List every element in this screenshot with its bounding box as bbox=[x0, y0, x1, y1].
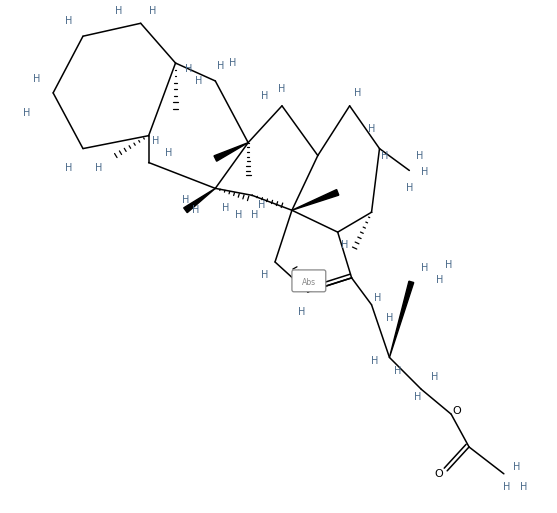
Text: H: H bbox=[314, 270, 321, 280]
Text: H: H bbox=[520, 482, 527, 492]
Text: H: H bbox=[394, 366, 401, 377]
Text: H: H bbox=[298, 307, 306, 317]
Text: O: O bbox=[435, 469, 443, 479]
Text: H: H bbox=[386, 312, 393, 323]
Text: H: H bbox=[381, 150, 388, 161]
Text: H: H bbox=[251, 210, 259, 220]
Polygon shape bbox=[214, 143, 248, 161]
Text: Abs: Abs bbox=[302, 279, 316, 287]
Text: H: H bbox=[228, 58, 236, 68]
Text: H: H bbox=[23, 108, 30, 118]
Text: H: H bbox=[374, 293, 381, 303]
Text: H: H bbox=[261, 270, 269, 280]
Text: H: H bbox=[261, 91, 269, 101]
Text: H: H bbox=[185, 64, 192, 74]
Text: H: H bbox=[192, 205, 199, 215]
Text: H: H bbox=[368, 124, 375, 134]
Polygon shape bbox=[184, 188, 216, 213]
Text: H: H bbox=[258, 200, 266, 210]
Polygon shape bbox=[292, 190, 339, 210]
Text: H: H bbox=[354, 88, 361, 98]
Text: H: H bbox=[234, 210, 242, 220]
Text: H: H bbox=[431, 372, 438, 382]
Text: H: H bbox=[371, 357, 378, 366]
Text: H: H bbox=[217, 61, 224, 71]
Text: H: H bbox=[513, 462, 520, 472]
Text: H: H bbox=[436, 275, 443, 285]
Text: H: H bbox=[222, 203, 229, 213]
Text: O: O bbox=[453, 406, 462, 416]
Text: H: H bbox=[341, 240, 348, 250]
Text: H: H bbox=[149, 6, 157, 16]
Text: H: H bbox=[32, 74, 40, 84]
Text: H: H bbox=[421, 167, 428, 177]
Polygon shape bbox=[389, 281, 414, 358]
Text: H: H bbox=[195, 76, 202, 86]
Text: H: H bbox=[278, 84, 286, 94]
Text: H: H bbox=[65, 164, 73, 173]
Text: H: H bbox=[405, 183, 413, 193]
Text: H: H bbox=[182, 195, 189, 205]
Text: H: H bbox=[115, 6, 123, 16]
Text: H: H bbox=[152, 135, 159, 146]
FancyBboxPatch shape bbox=[292, 270, 326, 292]
Text: H: H bbox=[503, 482, 511, 492]
Text: H: H bbox=[421, 263, 428, 273]
Text: H: H bbox=[416, 150, 423, 161]
Text: H: H bbox=[446, 260, 453, 270]
Text: H: H bbox=[165, 148, 172, 157]
Text: H: H bbox=[65, 16, 73, 26]
Text: H: H bbox=[414, 392, 421, 402]
Text: H: H bbox=[95, 164, 102, 173]
